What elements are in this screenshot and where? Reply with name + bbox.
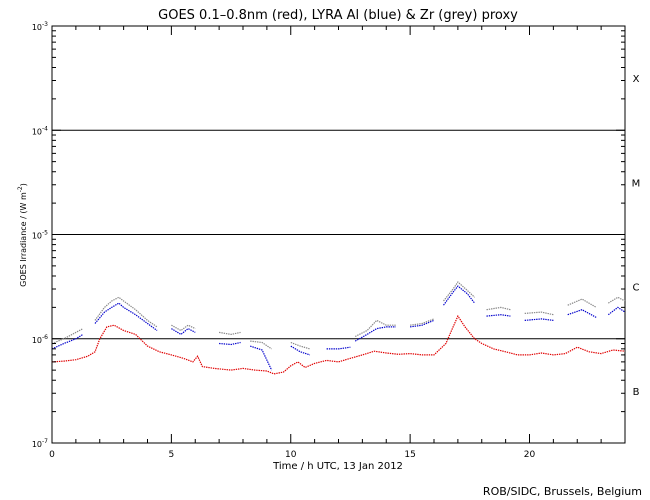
y-tick-base: 10 — [32, 232, 42, 241]
zr-series-line — [171, 324, 196, 332]
flare-class-label: B — [633, 387, 640, 398]
y-tick-label: 10-7 — [32, 438, 48, 449]
al-series-line — [567, 309, 597, 319]
y-tick-exponent: -6 — [42, 334, 48, 341]
al-series-line — [171, 327, 196, 336]
y-axis-label-close: ) — [19, 183, 28, 186]
x-axis-label: Time / h UTC, 13 Jan 2012 — [272, 461, 403, 472]
goes-series-line — [51, 314, 626, 375]
chart-title: GOES 0.1–0.8nm (red), LYRA Al (blue) & Z… — [158, 8, 518, 23]
al-series-line — [410, 319, 435, 328]
y-axis-ticks: 10-310-410-510-610-7 — [32, 21, 625, 449]
zr-series-line — [567, 298, 597, 308]
y-tick-label: 10-5 — [32, 230, 48, 241]
al-series-line — [250, 345, 273, 371]
al-series-line — [219, 341, 241, 346]
al-series-line — [290, 345, 311, 356]
zr-series-line — [443, 281, 476, 302]
zr-series-line — [486, 306, 511, 311]
flare-class-label: X — [633, 74, 640, 85]
zr-series-line — [94, 296, 158, 328]
zr-series-line — [410, 318, 435, 326]
flare-class-lines — [52, 129, 625, 340]
zr-series-line — [524, 311, 554, 316]
y-tick-exponent: -7 — [42, 438, 48, 445]
zr-series-line — [219, 331, 241, 336]
data-series — [51, 281, 626, 375]
al-series-line — [607, 306, 626, 316]
al-series-line — [354, 326, 396, 342]
al-series-line — [524, 318, 554, 321]
x-tick-label: 15 — [404, 450, 415, 460]
y-axis-label-sup: -2 — [17, 186, 24, 192]
zr-series-line — [250, 340, 272, 350]
al-series-line — [51, 333, 84, 350]
x-tick-label: 0 — [49, 450, 55, 460]
al-series-line — [94, 302, 158, 331]
credit-text: ROB/SIDC, Brussels, Belgium — [483, 485, 642, 498]
y-tick-base: 10 — [32, 23, 42, 32]
al-series-line — [486, 314, 511, 317]
y-tick-exponent: -4 — [42, 125, 48, 132]
y-tick-base: 10 — [32, 440, 42, 449]
y-axis-label-main: GOES Irradiance / (W m — [19, 192, 28, 287]
y-tick-base: 10 — [32, 336, 42, 345]
y-tick-exponent: -5 — [42, 230, 48, 237]
y-tick-label: 10-3 — [32, 21, 48, 32]
flare-class-label: M — [632, 178, 641, 189]
x-tick-label: 20 — [524, 450, 536, 460]
zr-series-line — [290, 341, 311, 350]
zr-series-line — [354, 319, 396, 338]
x-tick-label: 5 — [169, 450, 175, 460]
al-series-line — [443, 285, 476, 306]
zr-series-line — [607, 296, 626, 304]
al-series-line — [326, 346, 351, 350]
flare-class-label: C — [633, 283, 640, 294]
y-axis-label: GOES Irradiance / (W m-2) — [17, 183, 28, 287]
zr-series-line — [51, 328, 84, 345]
flare-class-labels: X M C B — [632, 74, 641, 398]
y-tick-label: 10-4 — [32, 125, 48, 136]
x-tick-label: 10 — [285, 450, 297, 460]
y-tick-base: 10 — [32, 127, 42, 136]
x-axis-ticks: 0 5 10 15 20 — [49, 26, 602, 460]
y-tick-exponent: -3 — [42, 21, 48, 28]
y-tick-label: 10-6 — [32, 334, 48, 345]
